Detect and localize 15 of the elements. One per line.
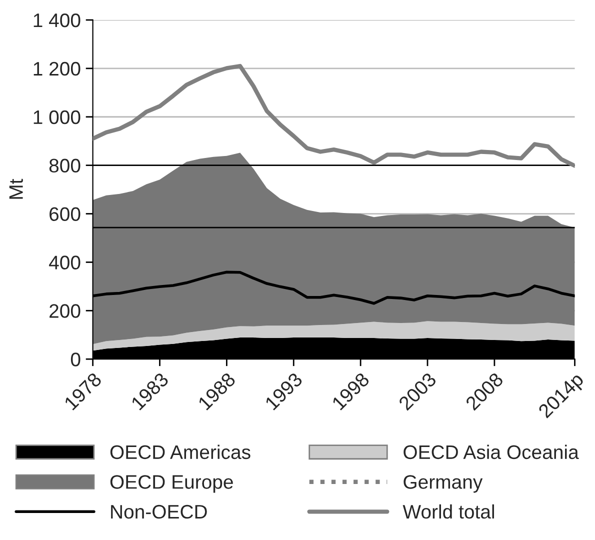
y-axis-title: Mt <box>9 178 23 199</box>
y-tick-label: 0 <box>70 352 80 366</box>
y-tick-label: 1 000 <box>34 110 80 124</box>
y-tick-label: 400 <box>49 256 80 270</box>
legend-label: OECD Europe <box>110 475 233 493</box>
y-tick-label: 600 <box>50 207 80 221</box>
legend-label: Germany <box>404 475 483 493</box>
legend-label: World total <box>402 504 494 519</box>
y-tick-label: 1 400 <box>34 13 80 28</box>
legend-label: Non-OECD <box>111 504 207 519</box>
y-tick-label: 800 <box>49 158 80 173</box>
legend-label: OECD Americas <box>110 444 250 460</box>
y-tick-label: 200 <box>50 304 80 318</box>
legend-label: OECD Asia Oceania <box>404 444 579 460</box>
y-tick-label: 1 200 <box>34 62 80 76</box>
